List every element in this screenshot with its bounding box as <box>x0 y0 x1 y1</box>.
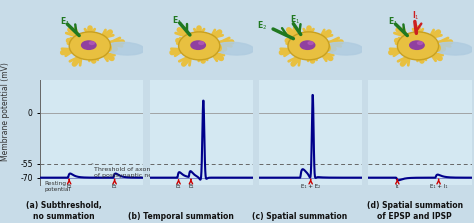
Ellipse shape <box>89 42 94 44</box>
Ellipse shape <box>191 41 205 49</box>
Circle shape <box>179 32 220 60</box>
Text: E₁ + I₁: E₁ + I₁ <box>430 184 447 189</box>
Text: (d) Spatial summation
of EPSP and IPSP: (d) Spatial summation of EPSP and IPSP <box>367 201 463 221</box>
Text: (c) Spatial summation: (c) Spatial summation <box>252 212 347 221</box>
Text: Membrane potential (mV): Membrane potential (mV) <box>1 62 10 161</box>
Text: E₁: E₁ <box>176 184 182 189</box>
Text: I₁: I₁ <box>395 184 399 189</box>
Text: (a) Subthreshold,
no summation: (a) Subthreshold, no summation <box>26 201 102 221</box>
Text: (b) Temporal summation: (b) Temporal summation <box>128 212 234 221</box>
Ellipse shape <box>215 42 254 55</box>
Text: E$_1$: E$_1$ <box>290 13 300 26</box>
Text: Resting
potential: Resting potential <box>45 181 71 192</box>
Text: Threshold of axon
of postsynaptic neuron: Threshold of axon of postsynaptic neuron <box>92 164 166 178</box>
Ellipse shape <box>301 41 315 49</box>
Ellipse shape <box>82 41 96 49</box>
Ellipse shape <box>410 41 424 49</box>
Text: E$_2$: E$_2$ <box>257 19 268 32</box>
Ellipse shape <box>418 42 423 44</box>
Circle shape <box>288 32 329 60</box>
Ellipse shape <box>324 42 363 55</box>
Text: E₁: E₁ <box>66 184 72 189</box>
Text: E$_1$: E$_1$ <box>60 16 70 28</box>
Circle shape <box>397 32 438 60</box>
Text: E₁: E₁ <box>112 184 118 189</box>
Ellipse shape <box>199 42 204 44</box>
Ellipse shape <box>308 42 313 44</box>
Text: I$_1$: I$_1$ <box>411 10 419 22</box>
Ellipse shape <box>105 42 145 55</box>
Text: E₁ + E₂: E₁ + E₂ <box>301 184 320 189</box>
Ellipse shape <box>434 42 473 55</box>
Circle shape <box>69 32 110 60</box>
Text: E$_1$: E$_1$ <box>173 14 182 27</box>
Text: E₁: E₁ <box>188 184 194 189</box>
Text: E$_1$: E$_1$ <box>388 16 398 28</box>
